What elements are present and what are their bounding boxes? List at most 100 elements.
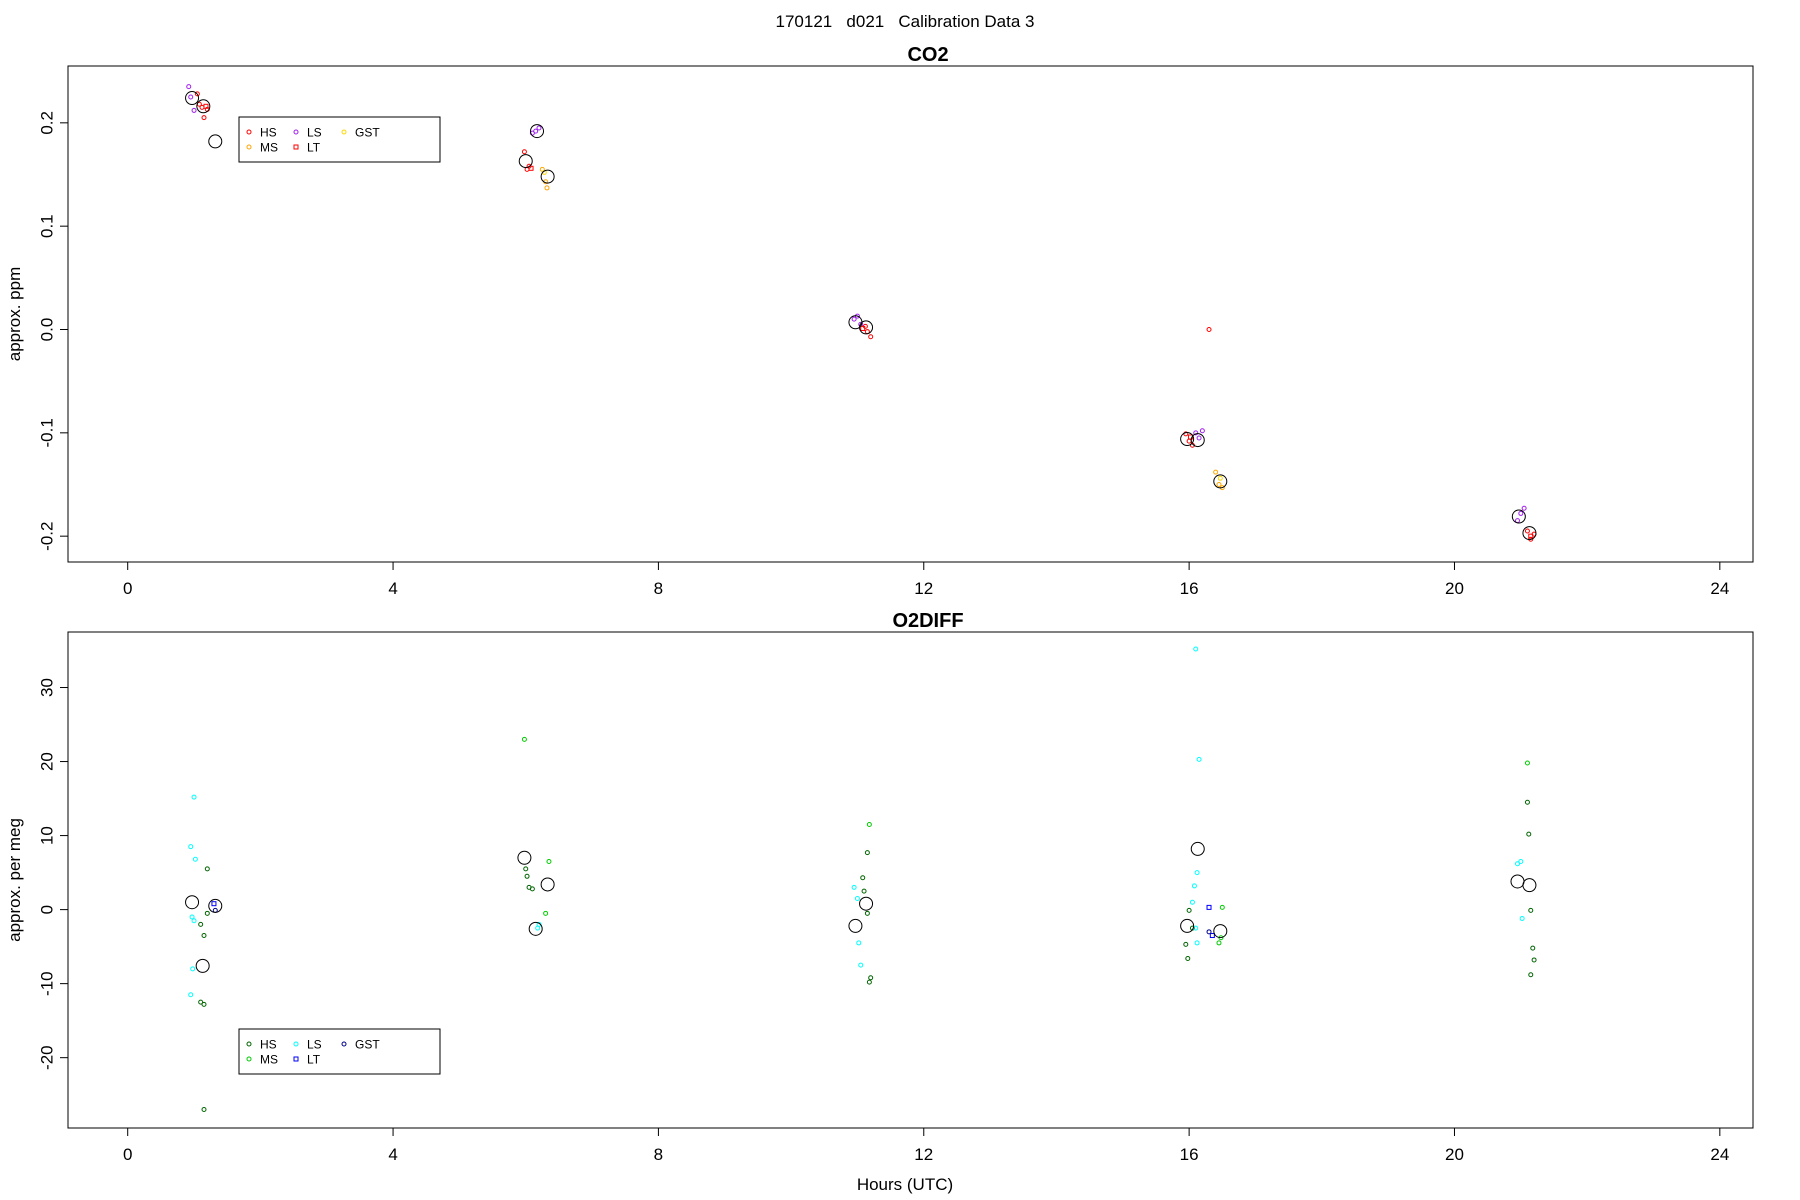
- o2diff-point-hs: [1528, 972, 1534, 978]
- o2diff-point-ms: [866, 821, 872, 827]
- o2diff-point-hs: [204, 910, 210, 916]
- co2-point-lt: [860, 325, 866, 331]
- co2-point-ls: [1199, 428, 1205, 434]
- co2-mean-point: [196, 99, 211, 114]
- o2diff-mean-point: [528, 921, 543, 936]
- co2-point-ls: [851, 316, 857, 322]
- o2diff-legend-marker: [293, 1041, 299, 1047]
- co2-mean-point: [1522, 526, 1537, 541]
- o2diff-mean-point: [1180, 918, 1195, 933]
- o2diff-y-tick-label: -20: [37, 1045, 56, 1070]
- o2diff-point-ls: [854, 896, 860, 902]
- o2diff-point-hs: [529, 886, 535, 892]
- o2diff-mean-point: [517, 850, 532, 865]
- o2diff-point-ls: [1194, 870, 1200, 876]
- o2diff-point-hs: [1183, 941, 1189, 947]
- o2diff-point-hs: [1528, 907, 1534, 913]
- o2diff-legend-label-lt: LT: [307, 1053, 321, 1067]
- o2diff-mean-point: [859, 896, 874, 911]
- co2-point-hs: [868, 334, 874, 340]
- o2diff-point-hs: [198, 999, 204, 1005]
- co2-legend-label-ls: LS: [307, 126, 322, 140]
- o2diff-point-hs: [1524, 799, 1530, 805]
- o2diff-point-ls: [1191, 883, 1197, 889]
- o2diff-point-ls: [1193, 646, 1199, 652]
- o2diff-y-tick-label: 10: [37, 826, 56, 845]
- co2-legend-marker: [246, 129, 252, 135]
- co2-mean-point: [208, 134, 223, 149]
- o2diff-point-lt: [211, 901, 217, 907]
- o2diff-mean-point: [540, 877, 555, 892]
- o2diff-point-ms: [1524, 760, 1530, 766]
- o2diff-point-ls: [191, 794, 197, 800]
- o2diff-point-ls: [856, 940, 862, 946]
- o2diff-legend-box: [238, 1028, 441, 1075]
- co2-point-lt: [1528, 533, 1534, 539]
- co2-x-tick-label: 12: [914, 579, 933, 598]
- co2-legend-marker: [293, 144, 299, 150]
- co2-y-tick-label: 0.1: [37, 214, 56, 238]
- co2-mean-point: [185, 91, 200, 106]
- o2diff-point-hs: [201, 1001, 207, 1007]
- o2diff-y-tick-label: 30: [37, 678, 56, 697]
- co2-legend-label-lt: LT: [307, 141, 321, 155]
- o2diff-y-axis: -20 -10 0 10 20 30: [37, 678, 68, 1070]
- co2-legend-label-gst: GST: [355, 126, 380, 140]
- co2-legend-label-ms: MS: [260, 141, 278, 155]
- o2diff-y-tick-label: 20: [37, 752, 56, 771]
- o2diff-point-hs: [860, 875, 866, 881]
- co2-point-ls: [1196, 435, 1202, 441]
- o2diff-point-ls: [190, 966, 196, 972]
- co2-mean-point: [1180, 432, 1195, 447]
- o2diff-point-hs: [201, 1106, 207, 1112]
- co2-point-hs: [194, 91, 200, 97]
- co2-y-tick-label: -0.2: [37, 522, 56, 551]
- o2diff-point-ms: [1216, 940, 1222, 946]
- o2diff-point-hs: [204, 866, 210, 872]
- o2diff-ylabel: approx. per meg: [5, 818, 24, 942]
- co2-mean-point: [1511, 509, 1526, 524]
- o2diff-point-ms: [1219, 904, 1225, 910]
- co2-point-ls: [191, 107, 197, 113]
- o2diff-point-hs: [198, 921, 204, 927]
- co2-y-axis: -0.2 -0.1 0.0 0.1 0.2: [37, 111, 68, 551]
- o2diff-y-tick-label: 0: [37, 905, 56, 914]
- o2diff-point-lt: [1206, 904, 1212, 910]
- co2-point-lt: [528, 165, 534, 171]
- o2diff-legend-label-gst: GST: [355, 1038, 380, 1052]
- o2diff-point-ls: [1518, 858, 1524, 864]
- o2diff-point-hs: [1526, 831, 1532, 837]
- o2diff-point-hs: [864, 850, 870, 856]
- o2diff-point-hs: [523, 866, 529, 872]
- o2diff-point-hs: [1530, 945, 1536, 951]
- co2-mean-point: [530, 124, 545, 139]
- co2-point-hs: [521, 149, 527, 155]
- o2diff-point-hs: [1186, 907, 1192, 913]
- co2-point-hs: [1206, 327, 1212, 332]
- o2diff-legend-marker: [293, 1056, 299, 1062]
- o2diff-legend-marker: [246, 1056, 252, 1062]
- o2diff-point-hs: [201, 933, 207, 939]
- co2-x-axis: 0 4 8 12 16 20 24: [123, 561, 1729, 598]
- o2diff-point-ms: [546, 858, 552, 864]
- o2diff-mean-point: [1522, 878, 1537, 893]
- co2-point-ls: [188, 94, 194, 100]
- o2diff-mean-point: [1510, 874, 1525, 889]
- o2diff-x-tick-label: 20: [1445, 1145, 1464, 1164]
- o2diff-legend-label-ls: LS: [307, 1038, 322, 1052]
- o2diff-point-ls: [189, 914, 195, 920]
- o2diff-x-tick-label: 0: [123, 1145, 132, 1164]
- o2diff-x-axis: 0 4 8 12 16 20 24: [123, 1127, 1729, 1164]
- co2-ylabel: approx. ppm: [5, 267, 24, 362]
- co2-point-ms: [544, 185, 550, 191]
- co2-point-hs: [201, 115, 207, 121]
- co2-point-ls: [186, 84, 192, 90]
- o2diff-point-ls: [1519, 915, 1525, 921]
- co2-x-tick-label: 8: [654, 579, 663, 598]
- o2diff-mean-point: [1213, 924, 1228, 939]
- o2diff-point-gst: [1206, 929, 1212, 935]
- co2-mean-point: [1213, 474, 1228, 489]
- co2-x-tick-label: 4: [388, 579, 397, 598]
- o2diff-mean-point: [195, 958, 210, 973]
